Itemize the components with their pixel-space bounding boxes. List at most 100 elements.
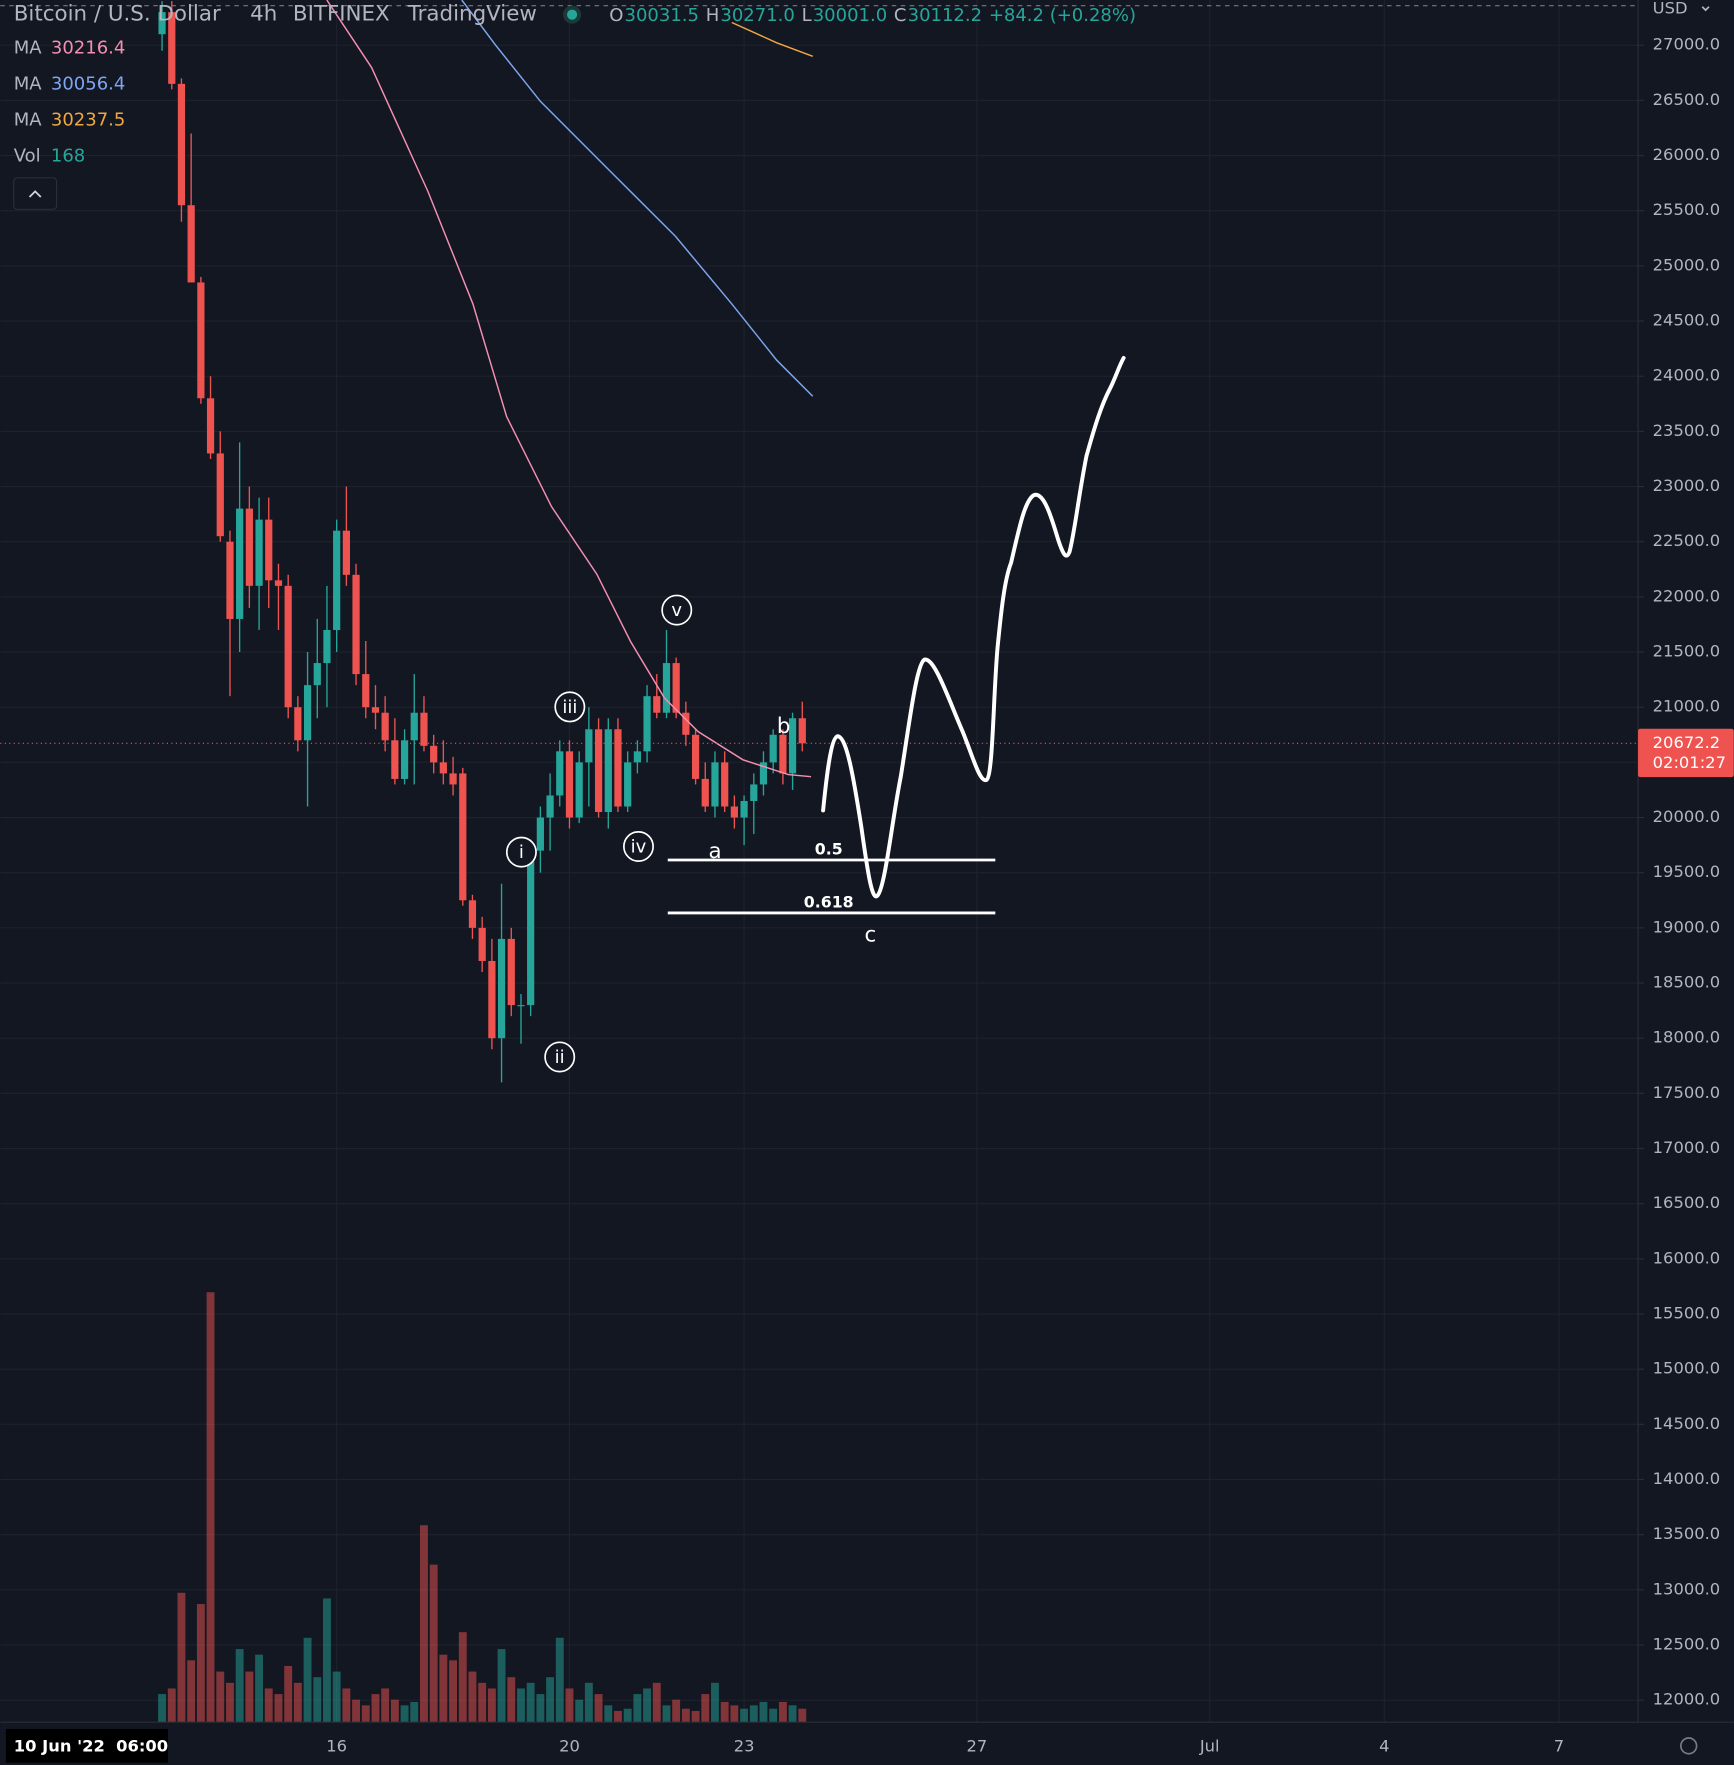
candle-body	[643, 696, 651, 752]
last-price-box	[1638, 728, 1734, 778]
candle-body	[614, 729, 622, 807]
legend-label: MA	[14, 73, 43, 94]
volume-bar	[226, 1682, 234, 1723]
volume-bar	[643, 1688, 651, 1723]
y-tick-label: 12500.0	[1653, 1634, 1720, 1653]
ohlc-key: H	[706, 5, 720, 26]
wave-circle	[505, 836, 537, 868]
candle-body	[216, 453, 224, 537]
y-tick-label: 19000.0	[1653, 917, 1720, 936]
y-tick-label: 22000.0	[1653, 586, 1720, 605]
candle-body	[410, 712, 418, 741]
candle-body	[371, 707, 380, 713]
legend-label: MA	[14, 37, 43, 58]
volume-bar	[778, 1701, 787, 1723]
ohlc-key: L	[802, 5, 812, 26]
volume-bar	[332, 1671, 341, 1723]
candle-body	[507, 938, 515, 1006]
ohlc-key: O	[609, 5, 623, 26]
y-tick-label: 26000.0	[1653, 145, 1720, 164]
volume-bar	[487, 1688, 496, 1723]
y-tick-label: 24000.0	[1653, 366, 1720, 385]
x-tick-label: Jul	[1199, 1736, 1220, 1755]
legend-value: 30056.4	[51, 73, 125, 94]
volume-bar	[439, 1654, 448, 1723]
price-axis	[1638, 0, 1734, 1765]
y-tick-label: 16500.0	[1653, 1193, 1720, 1212]
axes: 12000.0 12500.0 13000.0 13500.0 14000.0 14500…	[326, 35, 1734, 1755]
currency[interactable]: USD	[1653, 0, 1688, 18]
candle-body	[303, 685, 312, 741]
volume-bar	[449, 1660, 458, 1723]
x-tick-label: 27	[967, 1736, 988, 1755]
crosshair-time: 10 Jun '22 06:00	[14, 1736, 168, 1755]
volume-bar	[468, 1671, 477, 1723]
volume-bar	[313, 1677, 322, 1723]
volume-bar	[458, 1632, 467, 1723]
volume-bar	[293, 1682, 302, 1723]
x-tick-label: 7	[1554, 1736, 1564, 1755]
wave-circle	[554, 691, 586, 723]
ma-line	[731, 21, 814, 57]
volume-bar	[323, 1598, 331, 1723]
volume-bar	[284, 1665, 293, 1723]
source: TradingView	[407, 2, 537, 27]
candle-body	[323, 629, 331, 664]
legend-value: 30216.4	[51, 37, 125, 58]
candle-body	[391, 740, 399, 779]
candle-body	[585, 729, 593, 763]
y-tick-label: 12000.0	[1653, 1690, 1720, 1709]
volume-bar	[701, 1694, 710, 1723]
candle-body	[342, 530, 350, 575]
volume-bar	[681, 1708, 690, 1723]
y-tick-label: 18500.0	[1653, 973, 1720, 992]
legend-label: MA	[14, 109, 43, 130]
volume-bar	[255, 1654, 264, 1723]
fib-label: 0.618	[804, 892, 854, 911]
volume-bar	[235, 1649, 244, 1723]
volume-bar	[264, 1688, 273, 1723]
change: +84.2 (+0.28%)	[989, 5, 1136, 26]
y-tick-label: 23500.0	[1653, 421, 1720, 440]
volume-bar	[274, 1694, 283, 1723]
projection-drawing	[821, 355, 1126, 899]
candle-body	[624, 762, 632, 807]
symbol: Bitcoin / U.S. Dollar	[14, 2, 221, 27]
x-tick-label: 23	[734, 1736, 755, 1755]
volume-bar	[177, 1592, 186, 1723]
candle-body	[788, 718, 797, 774]
candle-body	[527, 850, 535, 1006]
volume-bar	[526, 1682, 535, 1723]
candle-body	[653, 696, 661, 713]
volume-bar	[604, 1705, 613, 1723]
y-tick-label: 14000.0	[1653, 1469, 1720, 1488]
candle-body	[352, 574, 360, 675]
volume-bar	[497, 1649, 506, 1723]
settings-icon[interactable]	[1679, 1737, 1698, 1755]
wave-circle	[544, 1041, 576, 1073]
volume-bar	[352, 1699, 360, 1723]
candle-body	[769, 734, 777, 763]
legend-label: Vol	[14, 145, 41, 166]
y-tick-label: 21500.0	[1653, 642, 1720, 661]
volume-bar	[303, 1637, 312, 1723]
x-tick-label: 16	[326, 1736, 347, 1755]
volume-bar	[798, 1708, 807, 1723]
volume-bar	[652, 1682, 661, 1723]
volume-bar	[584, 1682, 593, 1723]
volume-pane	[158, 1292, 807, 1723]
volume-bar	[507, 1677, 516, 1723]
candle-body	[362, 674, 370, 708]
x-tick-label: 4	[1379, 1736, 1389, 1755]
candle-body	[168, 12, 176, 84]
y-tick-label: 25000.0	[1653, 255, 1720, 274]
collapse-button[interactable]	[13, 177, 58, 210]
candle-body	[701, 778, 709, 807]
y-tick-label: 16000.0	[1653, 1248, 1720, 1267]
candle-body	[488, 960, 496, 1039]
time-axis	[0, 1722, 1734, 1765]
candle-body	[468, 900, 477, 928]
crosshair-time-box	[5, 1728, 168, 1763]
volume-bar	[546, 1677, 555, 1723]
candle-body	[779, 734, 787, 774]
